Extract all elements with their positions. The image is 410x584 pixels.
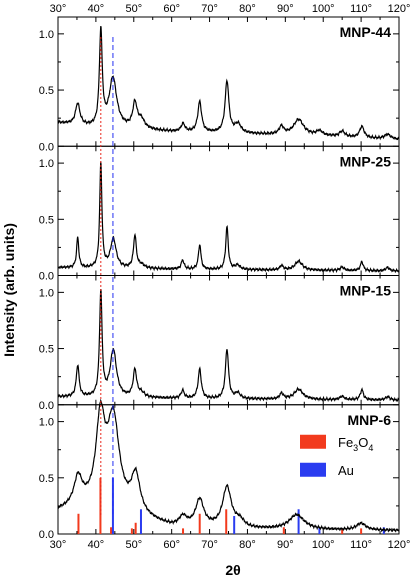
panel-label: MNP-25 — [340, 153, 392, 169]
bottom-x-tick-label: 90° — [277, 539, 294, 551]
xrd-pattern-line — [57, 161, 400, 274]
legend-swatch — [300, 462, 326, 477]
top-x-tick-label: 120° — [388, 3, 410, 15]
y-tick-label: 0.5 — [39, 344, 54, 356]
top-x-axis: 30° 40° 50° 60° 70° 80° 90° 100° 110° 120° — [50, 3, 410, 15]
bottom-x-tick-label: 30° — [50, 539, 67, 551]
y-tick-label: 0.5 — [39, 473, 54, 485]
y-tick-label: 1.0 — [39, 29, 54, 41]
bottom-x-tick-label: 110° — [350, 539, 372, 551]
bottom-x-tick-label: 70° — [201, 539, 218, 551]
y-axis-title: Intensity (arb. units) — [1, 223, 17, 357]
y-tick-label: 1.0 — [39, 417, 54, 429]
bottom-x-tick-label: 100° — [312, 539, 335, 551]
bottom-x-tick-label: 80° — [239, 539, 256, 551]
legend-sub: 4 — [368, 443, 373, 453]
y-tick-label: 0.5 — [39, 85, 54, 97]
legend-part: Fe — [338, 435, 353, 450]
xrd-pattern-line — [57, 288, 400, 403]
top-x-tick-label: 80° — [239, 3, 256, 15]
legend-entry: Fe3O4 — [338, 435, 373, 453]
legend-part: O — [358, 435, 368, 450]
top-x-tick-label: 30° — [50, 3, 67, 15]
panels-layer: 0.0 0.5 1.0 MNP-44 0.0 0.5 1.0 MNP-25 0.0 0.5 1.0 M… — [39, 16, 400, 541]
top-x-tick-label: 100° — [312, 3, 335, 15]
legend-swatch — [300, 434, 326, 449]
top-x-tick-label: 70° — [201, 3, 218, 15]
panel-label: MNP-44 — [340, 24, 392, 40]
panel-label: MNP-6 — [347, 412, 391, 428]
top-x-tick-label: 90° — [277, 3, 294, 15]
y-tick-label: 1.0 — [39, 287, 54, 299]
y-tick-label: 0.0 — [39, 141, 54, 153]
panel-mnp-44: 0.0 0.5 1.0 MNP-44 — [39, 16, 400, 153]
top-x-tick-label: 40° — [88, 3, 105, 15]
top-x-tick-label: 110° — [350, 3, 372, 15]
top-x-tick-label: 50° — [125, 3, 142, 15]
y-tick-label: 0.0 — [39, 400, 54, 412]
bottom-x-tick-label: 50° — [125, 539, 142, 551]
y-tick-label: 0.0 — [39, 529, 54, 541]
y-tick-label: 0.5 — [39, 214, 54, 226]
bottom-x-tick-label: 40° — [88, 539, 105, 551]
bottom-x-tick-label: 60° — [163, 539, 180, 551]
legend-entry: Au — [338, 463, 354, 478]
bottom-x-axis: 30° 40° 50° 60° 70° 80° 90° 100° 110° 120° — [50, 539, 410, 551]
x-axis-title: 2θ — [225, 562, 240, 578]
top-x-tick-label: 60° — [163, 3, 180, 15]
y-tick-label: 0.0 — [39, 271, 54, 283]
y-tick-label: 1.0 — [39, 158, 54, 170]
xrd-pattern-line — [57, 398, 400, 533]
xrd-pattern-line — [57, 25, 400, 141]
bottom-x-tick-label: 120° — [388, 539, 410, 551]
panel-mnp-15: 0.0 0.5 1.0 MNP-15 — [39, 275, 400, 412]
panel-mnp-25: 0.0 0.5 1.0 MNP-25 — [39, 145, 400, 283]
panel-label: MNP-15 — [340, 283, 392, 299]
legend-sub: 3 — [353, 443, 358, 453]
panel-mnp-6: 0.0 0.5 1.0 MNP-6 Fe3O4 Au — [39, 398, 400, 541]
